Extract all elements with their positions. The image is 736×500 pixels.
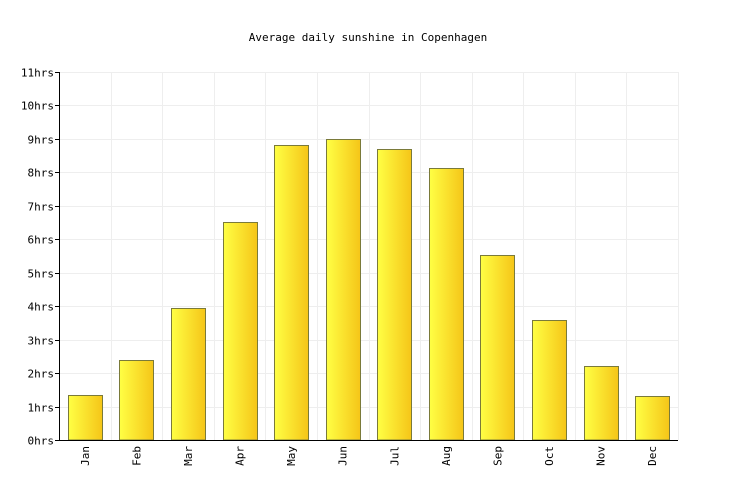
bar-may bbox=[274, 145, 309, 441]
bar-jul bbox=[377, 149, 412, 441]
bar-aug bbox=[429, 168, 464, 441]
y-tick-label: 9hrs bbox=[28, 134, 55, 147]
bar-dec bbox=[635, 396, 670, 441]
y-tick-label: 6hrs bbox=[28, 234, 55, 247]
y-tick-label: 4hrs bbox=[28, 301, 55, 314]
y-tick-label: 0hrs bbox=[28, 435, 55, 448]
x-tick-label: Aug bbox=[440, 446, 453, 466]
y-tick-label: 3hrs bbox=[28, 335, 55, 348]
bar-sep bbox=[480, 255, 515, 441]
x-tick-label: Jul bbox=[388, 446, 401, 466]
x-tick-label: Dec bbox=[646, 446, 659, 466]
y-tick-label: 1hrs bbox=[28, 402, 55, 415]
chart-title: Average daily sunshine in Copenhagen bbox=[249, 31, 487, 44]
x-tick-label: Jun bbox=[337, 446, 350, 466]
axis-layer bbox=[55, 72, 678, 441]
bar-nov bbox=[584, 366, 619, 441]
y-tick-label: 7hrs bbox=[28, 201, 55, 214]
x-tick-labels: Jan Feb Mar Apr May Jun Jul Aug Sep Oct Nov Dec bbox=[79, 446, 659, 466]
bar-mar bbox=[171, 308, 206, 441]
y-tick-labels: 0hrs 1hrs 2hrs 3hrs 4hrs 5hrs 6hrs 7hrs 8hrs 9hrs… bbox=[21, 67, 54, 448]
x-tick-label: Feb bbox=[130, 446, 143, 466]
bars-layer bbox=[68, 139, 670, 441]
x-tick-label: Sep bbox=[491, 446, 504, 466]
y-tick-label: 2hrs bbox=[28, 368, 55, 381]
x-tick-label: May bbox=[285, 446, 298, 466]
y-tick-label: 8hrs bbox=[28, 167, 55, 180]
x-tick-label: Jan bbox=[79, 446, 92, 466]
x-tick-label: Oct bbox=[543, 446, 556, 466]
grid-layer bbox=[59, 72, 679, 440]
bar-apr bbox=[223, 222, 258, 441]
bar-jun bbox=[326, 139, 361, 441]
x-tick-label: Nov bbox=[595, 446, 608, 466]
bar-jan bbox=[68, 395, 103, 441]
x-tick-label: Mar bbox=[182, 446, 195, 466]
y-tick-label: 10hrs bbox=[21, 100, 54, 113]
bar-oct bbox=[532, 320, 567, 441]
x-tick-label: Apr bbox=[234, 446, 247, 466]
y-tick-label: 5hrs bbox=[28, 268, 55, 281]
y-tick-label: 11hrs bbox=[21, 67, 54, 80]
bar-feb bbox=[119, 360, 154, 441]
